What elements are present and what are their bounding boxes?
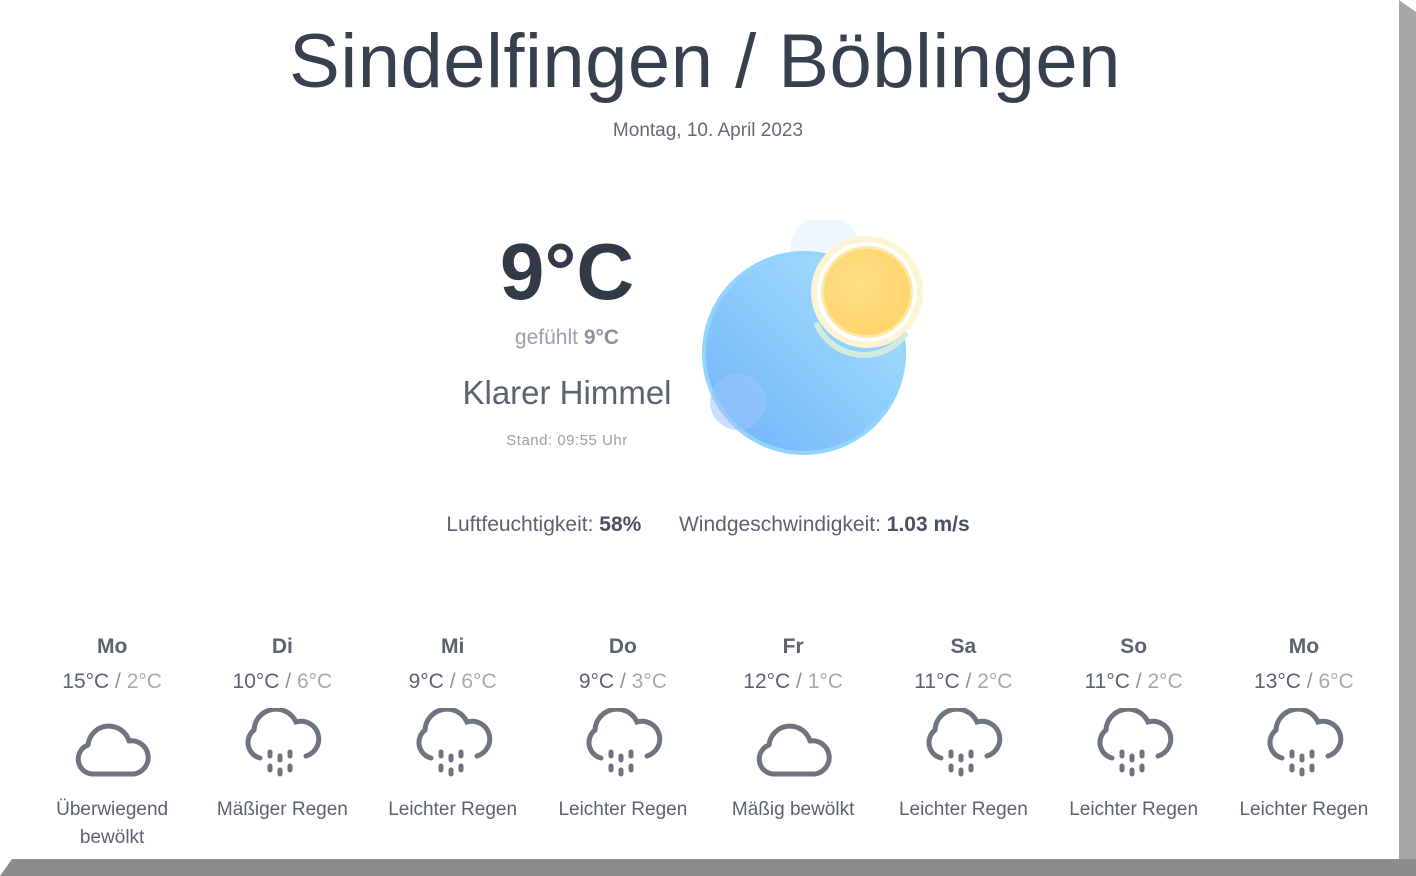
wind-value: 1.03 m/s [886,513,970,536]
forecast-high: 13°C [1254,670,1301,693]
forecast-high: 10°C [232,670,280,693]
weather-stats: Luftfeuchtigkeit: 58% Windgeschwindigkei… [0,513,1416,537]
forecast-low: 2°C [1147,670,1183,693]
city-title: Sindelfingen / Böblingen [289,19,1121,104]
forecast-day-name: So [1120,635,1148,658]
window-frame-shadow-right [1399,0,1416,876]
humidity-label: Luftfeuchtigkeit: [446,513,594,536]
rain-cloud-icon [926,708,1003,777]
forecast-day: Mo 13°C / 6°C Leichter Regen [1219,632,1389,852]
forecast-day-name: Mo [96,635,128,658]
wind-label: Windgeschwindigkeit: [678,513,881,536]
rain-cloud-icon [1097,708,1173,777]
humidity-value: 58% [599,513,642,536]
forecast-temps: 12°C / 1°C [743,670,843,693]
forecast-description: Leichter Regen [558,799,688,820]
window-frame-shadow-bottom [0,859,1416,876]
forecast-description: Mäßiger Regen [216,799,348,820]
forecast-day: Mi 9°C / 6°C Leichter Regen [368,632,538,852]
current-date: Montag, 10. April 2023 [612,120,804,141]
forecast-day: Sa 11°C / 2°C Leichter Regen [878,632,1048,852]
forecast-low: 3°C [631,670,667,693]
forecast-day: So 11°C / 2°C Leichter Regen [1049,632,1219,852]
forecast-low: 1°C [807,670,843,693]
forecast-description: Leichter Regen [898,799,1028,820]
cloud-icon [756,723,832,777]
forecast-day: Do 9°C / 3°C Leichter Regen [538,632,708,852]
forecast-day: Fr 12°C / 1°C Mäßig bewölkt [708,632,878,852]
rain-cloud-icon [245,708,322,777]
forecast-description: Leichter Regen [1069,799,1199,820]
updated-time: Stand: 09:55 Uhr [506,432,628,449]
forecast-day-name: Di [271,635,293,658]
forecast-temps: 15°C / 2°C [62,670,162,693]
feels-like-value: 9°C [583,326,620,349]
forecast-temps: 9°C / 6°C [408,670,497,693]
current-temperature: 9°C [499,227,635,316]
forecast-day-name: Sa [950,635,977,658]
rain-cloud-icon [586,708,663,777]
forecast-high: 12°C [743,670,791,693]
forecast-low: 6°C [1318,670,1354,693]
rain-cloud-icon [1267,708,1344,777]
rain-cloud-icon [416,708,492,777]
clear-sky-icon [702,220,923,455]
forecast-day-name: Do [608,635,637,658]
forecast-temps: 9°C / 3°C [578,670,667,693]
forecast-low: 2°C [126,670,162,693]
feels-like: gefühlt 9°C [467,326,667,350]
forecast-high: 9°C [578,670,615,693]
forecast-description: Überwiegend bewölkt [56,799,169,848]
forecast-high: 15°C [62,670,110,693]
forecast-high: 9°C [408,670,444,693]
forecast-high: 11°C [1084,670,1130,693]
forecast-temps: 13°C / 6°C [1254,670,1354,693]
forecast-day-name: Mo [1288,635,1320,658]
forecast-day: Mo 15°C / 2°C Überwiegend bewölkt [27,632,197,852]
current-condition: Klarer Himmel [462,374,672,411]
forecast-temps: 10°C / 6°C [232,670,333,693]
forecast-high: 11°C [914,670,960,693]
cloud-icon [75,723,151,777]
forecast-day-name: Fr [782,635,804,658]
forecast-day: Di 10°C / 6°C Mäßiger Regen [197,632,367,852]
forecast-description: Mäßig bewölkt [731,799,855,820]
forecast-temps: 11°C / 2°C [914,670,1013,693]
forecast-low: 6°C [296,670,333,693]
forecast-low: 2°C [977,670,1013,693]
forecast-description: Leichter Regen [388,799,518,820]
forecast-day-name: Mi [440,635,465,658]
forecast-low: 6°C [461,670,497,693]
forecast-temps: 11°C / 2°C [1084,670,1183,693]
forecast-list: Mo 15°C / 2°C Überwiegend bewölkt Di 10°… [27,632,1389,852]
forecast-description: Leichter Regen [1239,799,1369,820]
feels-like-label: gefühlt [514,326,578,349]
